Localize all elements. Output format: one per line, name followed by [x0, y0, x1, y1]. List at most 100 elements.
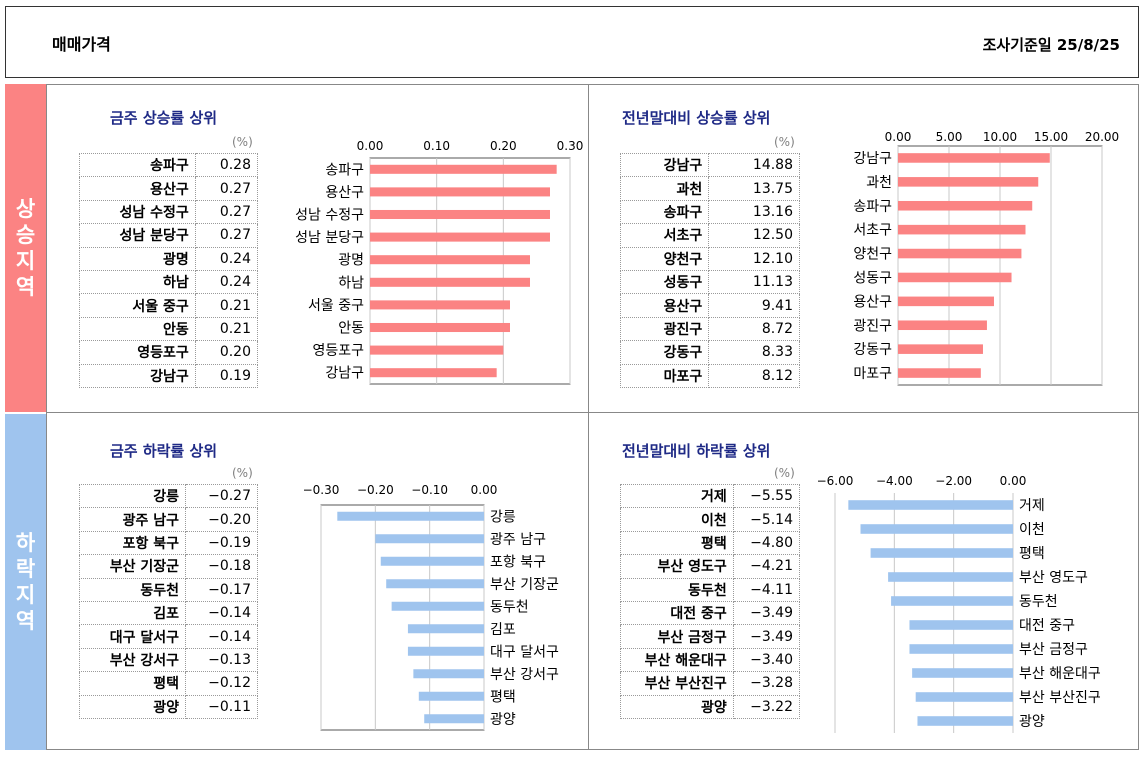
x-tick-label: 10.00	[983, 130, 1017, 144]
region-name: 평택	[620, 530, 734, 556]
category-label: 하남	[338, 275, 364, 291]
category-label: 영등포구	[312, 343, 364, 359]
table-row: 광명 0.24	[79, 246, 259, 271]
bar	[909, 620, 1013, 630]
rate-value: 12.10	[708, 246, 800, 271]
category-label: 서초구	[853, 223, 892, 239]
bar	[898, 368, 981, 378]
region-name: 포항 북구	[79, 530, 186, 556]
x-tick-label: −0.30	[303, 483, 340, 497]
region-name: 대구 달서구	[79, 624, 186, 649]
page-header: 매매가격 조사기준일 25/8/25	[5, 6, 1139, 78]
table-row: 광진구 8.72	[619, 316, 800, 342]
category-label: 부산 기장군	[490, 577, 559, 593]
rate-value: −0.19	[184, 530, 259, 556]
category-label: 성동구	[853, 270, 892, 286]
rate-value: 8.12	[708, 363, 800, 388]
week-fall-title: 금주 하락률 상위	[110, 442, 218, 460]
x-tick-label: 0.00	[357, 139, 384, 153]
table-row: 서초구 12.50	[619, 223, 800, 248]
x-tick-label: −4.00	[876, 474, 913, 488]
rate-value: 11.13	[708, 269, 800, 295]
bar	[370, 209, 550, 220]
bar	[370, 368, 497, 378]
table-row: 하남 0.24	[79, 269, 259, 295]
table-row: 마포구 8.12	[619, 363, 800, 388]
rate-value: −4.80	[732, 530, 801, 556]
region-name: 강남구	[79, 363, 196, 388]
fall-region-label: 하 락 지 역	[5, 414, 46, 750]
x-tick-label: 0.00	[885, 130, 912, 144]
region-name: 부산 강서구	[79, 647, 186, 673]
bar	[424, 714, 484, 724]
rate-value: 12.50	[708, 223, 800, 248]
rate-value: −3.40	[732, 647, 801, 673]
bar	[370, 255, 530, 265]
ytd-rise-title: 전년말대비 상승률 상위	[622, 109, 771, 127]
category-label: 광진구	[853, 318, 892, 334]
category-label: 대구 달서구	[490, 644, 559, 660]
x-tick-label: −2.00	[935, 474, 972, 488]
table-row: 부산 금정구 −3.49	[620, 624, 801, 649]
table-row: 부산 해운대구 −3.40	[620, 647, 801, 673]
week-rise-unit: (%)	[232, 135, 253, 149]
ytd-rise-unit: (%)	[774, 135, 795, 149]
x-tick-label: −0.10	[411, 483, 448, 497]
region-name: 광명	[79, 246, 196, 271]
rate-value: −0.18	[184, 554, 259, 579]
region-name: 과천	[619, 176, 710, 201]
region-name: 동두천	[79, 577, 186, 602]
table-row: 부산 부산진구 −3.28	[620, 671, 801, 696]
category-label: 평택	[1019, 546, 1045, 562]
bar	[898, 224, 1026, 235]
table-row: 부산 영도구 −4.21	[620, 554, 801, 579]
category-label: 동두천	[490, 599, 529, 615]
fall-region-text: 하 락 지 역	[15, 531, 36, 633]
region-name: 서초구	[619, 223, 710, 248]
bar	[917, 716, 1013, 726]
rate-value: 0.24	[194, 246, 259, 271]
rate-value: 8.72	[708, 316, 800, 342]
x-tick-label: 5.00	[936, 130, 963, 144]
category-label: 강릉	[490, 509, 516, 525]
region-name: 거제	[620, 483, 734, 509]
x-tick-label: 0.30	[557, 139, 584, 153]
rate-value: 13.16	[708, 199, 800, 225]
rate-value: 0.21	[194, 316, 259, 342]
rate-value: −0.13	[184, 647, 259, 673]
x-tick-label: 0.00	[1000, 474, 1027, 488]
table-row: 평택 −4.80	[620, 530, 801, 556]
region-name: 성동구	[619, 269, 710, 295]
vertical-divider	[588, 84, 589, 750]
region-name: 송파구	[619, 199, 710, 225]
bar	[898, 320, 987, 331]
region-name: 용산구	[619, 293, 710, 318]
category-label: 성남 분당구	[295, 230, 364, 246]
horizontal-divider	[46, 412, 1139, 413]
x-tick-label: 20.00	[1085, 130, 1119, 144]
region-name: 이천	[620, 507, 734, 532]
category-label: 안동	[338, 321, 364, 337]
rate-value: −4.21	[732, 554, 801, 579]
rate-value: −0.12	[184, 671, 259, 696]
category-label: 이천	[1019, 522, 1045, 538]
bar	[370, 300, 510, 310]
rate-value: 14.88	[708, 152, 800, 178]
bar	[386, 579, 484, 589]
region-name: 부산 기장군	[79, 554, 186, 579]
category-label: 부산 금정구	[1019, 642, 1088, 658]
region-name: 김포	[79, 600, 186, 626]
region-name: 영등포구	[79, 340, 196, 365]
bar	[370, 232, 550, 242]
bar	[391, 601, 484, 611]
bar	[370, 322, 510, 333]
bar	[380, 556, 484, 566]
week-fall-table: 강릉 −0.27 광주 남구 −0.20 포항 북구 −0.19 부산 기장군 −0.18 동두…	[79, 483, 259, 719]
x-tick-label: −0.20	[357, 483, 394, 497]
table-row: 대구 달서구 −0.14	[79, 624, 259, 649]
table-row: 동두천 −4.11	[620, 577, 801, 602]
rate-value: −0.27	[184, 483, 259, 509]
